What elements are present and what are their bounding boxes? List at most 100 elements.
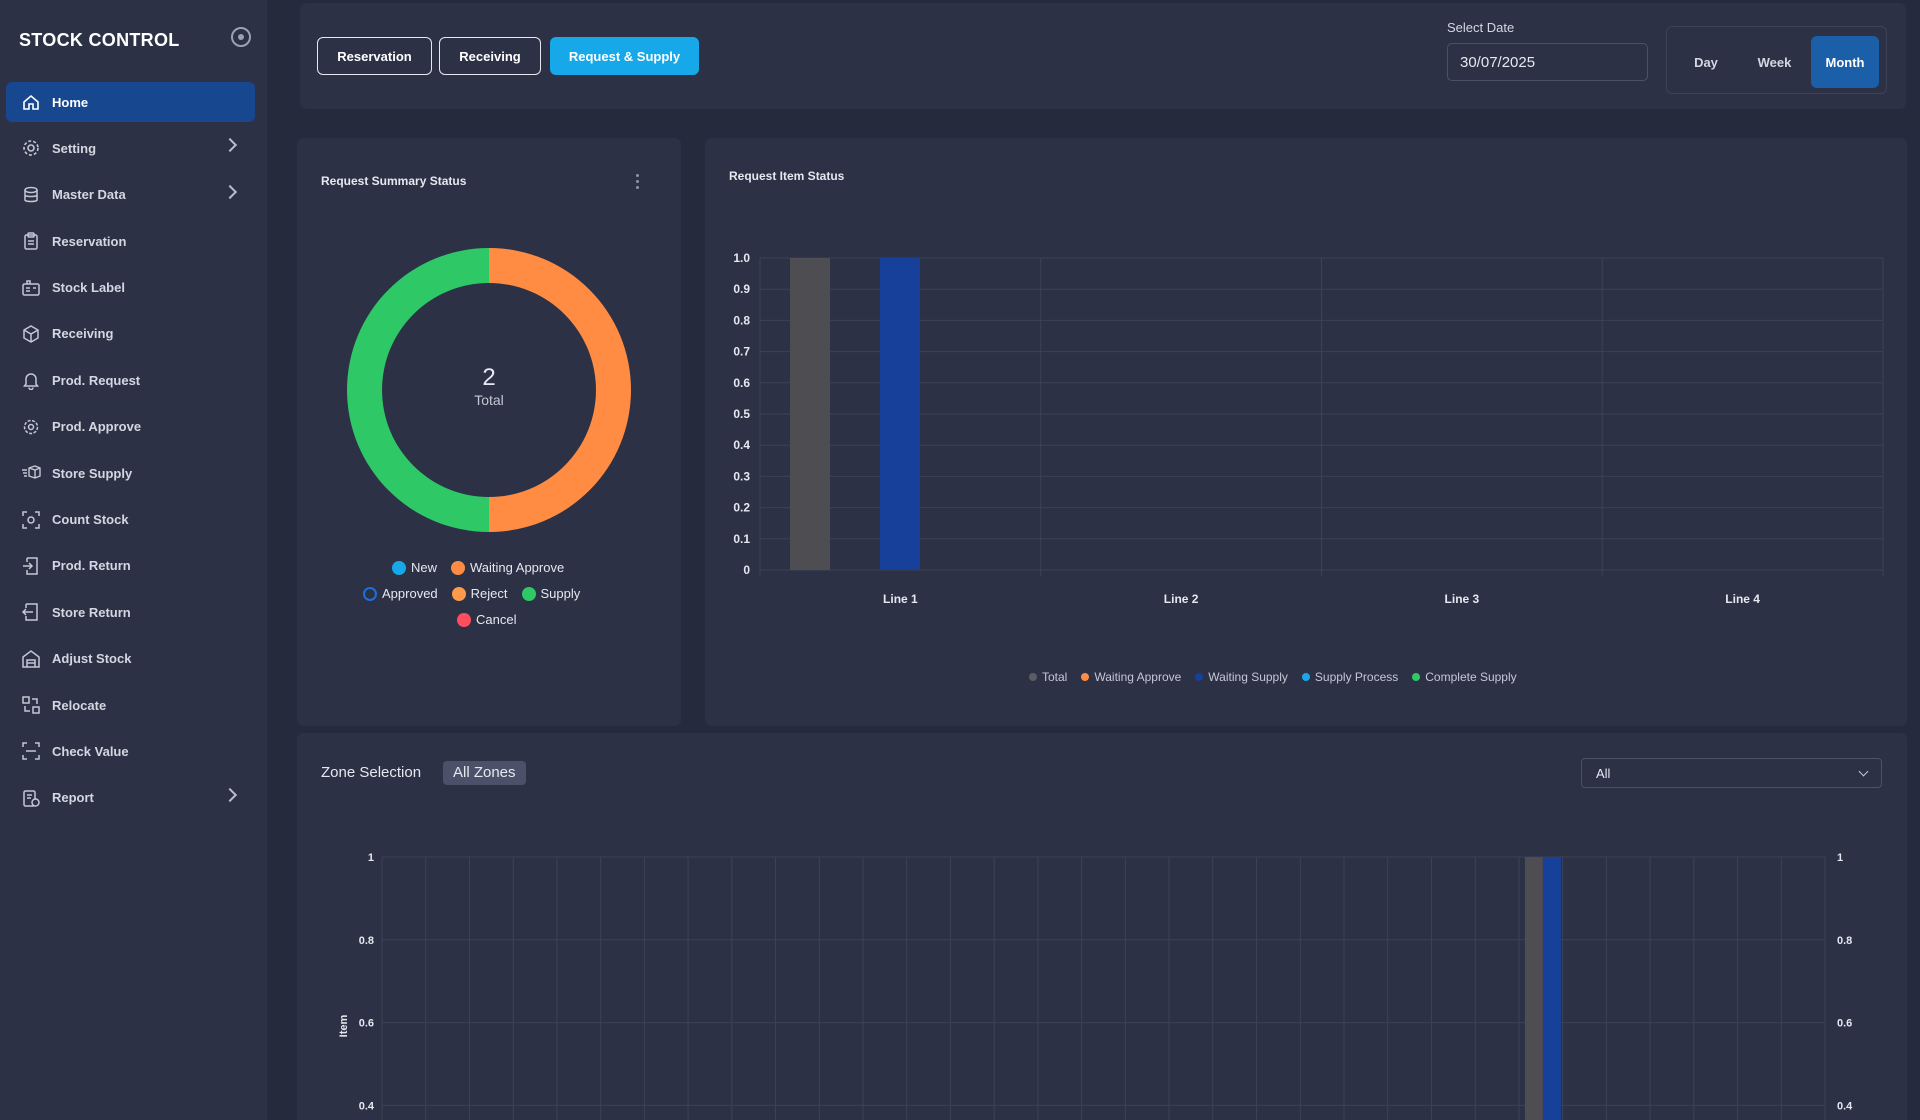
supply-icon <box>20 462 42 484</box>
y-tick-label-left: 1 <box>368 852 374 864</box>
legend-item[interactable]: Supply <box>521 586 580 601</box>
relocate-icon <box>20 694 42 716</box>
sidebar-item-label: Prod. Return <box>52 558 131 574</box>
legend-label: Complete Supply <box>1425 670 1517 684</box>
check-value-icon <box>20 740 42 762</box>
legend-dot <box>1412 673 1421 681</box>
summary-title: Request Summary Status <box>321 174 467 188</box>
sidebar-item-stock-label[interactable]: Stock Label <box>6 268 255 308</box>
legend-item[interactable]: New <box>392 560 437 575</box>
period-toggle: Day Week Month <box>1666 26 1887 94</box>
label-icon <box>20 277 42 299</box>
legend-label: Cancel <box>476 612 517 627</box>
x-tick-label: Line 1 <box>883 592 918 606</box>
legend-label: Approved <box>382 586 438 601</box>
sidebar-item-check-value[interactable]: Check Value <box>6 731 255 771</box>
legend-item[interactable]: Waiting Approve <box>1081 670 1181 684</box>
x-tick-label: Line 3 <box>1445 592 1480 606</box>
sidebar-item-prod-request[interactable]: Prod. Request <box>6 360 255 400</box>
sidebar-item-reservation[interactable]: Reservation <box>6 221 255 261</box>
sidebar-item-label: Receiving <box>52 326 114 342</box>
legend-label: Supply Process <box>1314 670 1399 684</box>
all-zones-chip[interactable]: All Zones <box>443 761 526 785</box>
donut-total-value: 2 <box>482 364 496 391</box>
date-input[interactable] <box>1447 43 1648 81</box>
sidebar-item-receiving[interactable]: Receiving <box>6 314 255 354</box>
x-tick-label: Line 2 <box>1164 592 1199 606</box>
summary-card: Request Summary Status 2 Total New Waiti… <box>297 138 681 726</box>
period-day-button[interactable]: Day <box>1674 36 1738 88</box>
sidebar-item-label: Prod. Request <box>52 372 141 388</box>
header-bar: Reservation Receiving Request & Supply S… <box>300 3 1906 109</box>
y-tick-label-left: 0.8 <box>359 935 374 947</box>
y-axis-label: Item <box>338 1014 350 1037</box>
zone-selection-title: Zone Selection <box>321 764 422 781</box>
x-tick-label: Line 4 <box>1725 592 1760 606</box>
sidebar-item-setting[interactable]: Setting <box>6 128 255 168</box>
sidebar-item-store-supply[interactable]: Store Supply <box>6 453 255 493</box>
sidebar-item-count-stock[interactable]: Count Stock <box>6 500 255 540</box>
store-return-icon <box>20 601 42 623</box>
sidebar-item-home[interactable]: Home <box>6 82 255 122</box>
database-icon <box>20 184 42 206</box>
sidebar-item-adjust-stock[interactable]: Adjust Stock <box>6 639 255 679</box>
legend-dot <box>1301 673 1310 681</box>
sidebar-item-relocate[interactable]: Relocate <box>6 685 255 725</box>
sidebar-item-label: Master Data <box>52 187 126 203</box>
gear-icon <box>20 137 42 159</box>
tab-receiving[interactable]: Receiving <box>439 37 541 75</box>
sidebar-item-master-data[interactable]: Master Data <box>6 175 255 215</box>
legend-item[interactable]: Complete Supply <box>1412 670 1517 684</box>
y-tick-label: 0.4 <box>733 438 750 452</box>
y-tick-label: 0.5 <box>733 407 750 421</box>
more-options-icon[interactable] <box>636 174 640 192</box>
legend-dot <box>457 612 471 627</box>
sidebar-item-label: Setting <box>52 140 97 156</box>
donut-chart <box>347 248 631 532</box>
donut-slice-waiting-approve[interactable] <box>489 248 631 532</box>
period-week-button[interactable]: Week <box>1742 36 1807 88</box>
sidebar-item-label: Relocate <box>52 697 107 713</box>
zone-select[interactable]: All <box>1581 758 1882 788</box>
legend-item[interactable]: Waiting Supply <box>1195 670 1288 684</box>
bar-total[interactable] <box>1524 857 1543 1120</box>
tab-request-supply[interactable]: Request & Supply <box>550 37 699 75</box>
donut-slice-supply[interactable] <box>347 248 489 532</box>
y-tick-label: 0.2 <box>733 501 750 515</box>
sidebar-item-prod-return[interactable]: Prod. Return <box>6 546 255 586</box>
sidebar-item-report[interactable]: Report <box>6 778 255 818</box>
legend-dot <box>521 586 536 601</box>
sidebar-item-prod-approve[interactable]: Prod. Approve <box>6 407 255 447</box>
summary-legend-row-2: Approved Reject Supply <box>363 586 580 601</box>
tab-reservation[interactable]: Reservation <box>317 37 432 75</box>
chevron-right-icon <box>222 787 238 802</box>
bar-waiting-supply[interactable] <box>880 258 920 570</box>
y-tick-label: 0.1 <box>733 532 750 546</box>
zone-select-value: All <box>1596 766 1611 781</box>
scan-icon <box>20 509 42 531</box>
sidebar-nav: Home Setting Master Data Reservation Stock L… <box>6 82 255 824</box>
legend-item[interactable]: Reject <box>451 586 508 601</box>
summary-legend-row-3: Cancel <box>457 612 516 627</box>
legend-item[interactable]: Waiting Approve <box>451 560 564 575</box>
bar-waiting-supply[interactable] <box>1542 857 1561 1120</box>
legend-item[interactable]: Supply Process <box>1301 670 1399 684</box>
sidebar-item-label: Report <box>52 790 94 806</box>
donut-total-label: Total <box>474 392 504 408</box>
chevron-right-icon <box>222 184 238 199</box>
y-tick-label-right: 0.8 <box>1837 935 1852 947</box>
legend-label: Waiting Supply <box>1208 670 1288 684</box>
sidebar-item-label: Store Supply <box>52 465 133 481</box>
item-status-title: Request Item Status <box>729 169 845 183</box>
legend-label: New <box>411 560 438 575</box>
zone-bar-chart: 0.4 0.4 0.6 0.6 0.8 0.8 1 1 Item <box>338 852 1853 1120</box>
y-tick-label: 0.7 <box>733 345 750 359</box>
bar-total[interactable] <box>790 258 830 570</box>
period-month-button[interactable]: Month <box>1811 36 1879 88</box>
legend-label: Waiting Approve <box>470 560 565 575</box>
legend-item[interactable]: Approved <box>363 586 438 601</box>
sidebar-item-store-return[interactable]: Store Return <box>6 592 255 632</box>
legend-item[interactable]: Cancel <box>457 612 516 627</box>
sidebar-toggle-icon[interactable] <box>231 27 251 47</box>
legend-item[interactable]: Total <box>1029 670 1067 684</box>
